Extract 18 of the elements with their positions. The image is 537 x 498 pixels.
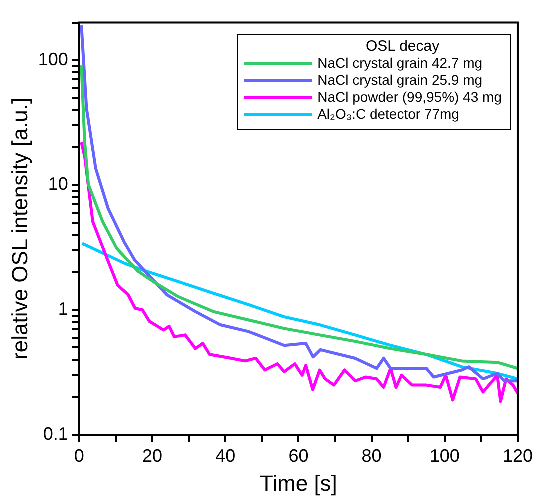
x-tick-label: 60 <box>288 446 309 466</box>
legend-label: NaCl powder (99,95%) 43 mg <box>318 89 502 106</box>
x-tick-label: 100 <box>430 446 460 466</box>
y-tick-label: 0.1 <box>43 424 68 444</box>
y-axis-title: relative OSL intensity [a.u.] <box>7 98 32 360</box>
legend-label: NaCl crystal grain 25.9 mg <box>318 72 483 89</box>
legend-label: NaCl crystal grain 42.7 mg <box>318 55 483 72</box>
y-tick-label: 10 <box>48 174 68 194</box>
x-tick-label: 40 <box>216 446 236 466</box>
x-axis-title: Time [s] <box>260 470 338 496</box>
x-tick-label: 20 <box>142 446 163 466</box>
x-tick-label: 80 <box>362 446 382 466</box>
y-tick-label: 100 <box>38 49 68 70</box>
legend-title: OSL decay <box>364 38 441 55</box>
x-tick-label: 120 <box>502 446 534 466</box>
y-tick-label: 1 <box>58 299 68 320</box>
legend-label: Al₂O₃:C detector 77mg <box>318 106 460 123</box>
x-tick-label: 0 <box>74 446 84 466</box>
